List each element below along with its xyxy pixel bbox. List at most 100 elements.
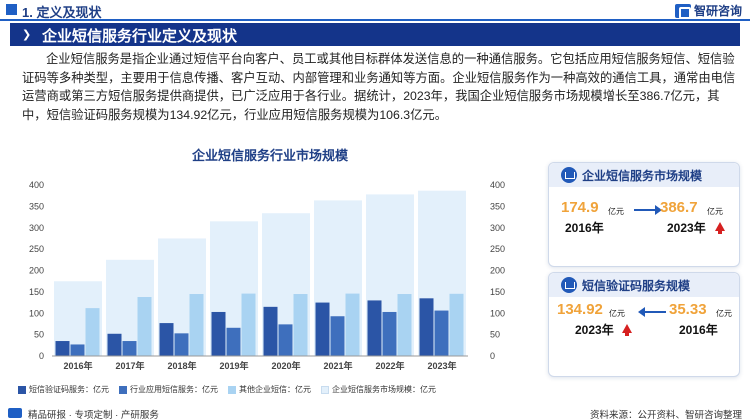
legend-label: 短信验证码服务：亿元	[29, 385, 109, 394]
section-marker	[6, 4, 17, 15]
card-header: 短信验证码服务规模	[549, 273, 739, 297]
unit-2023: 亿元	[609, 309, 625, 318]
footer-source: 资料来源：公开资料、智研咨询整理	[589, 410, 742, 420]
brand: 智研咨询	[674, 2, 742, 19]
legend-swatch	[18, 385, 26, 394]
series-0-bar	[107, 333, 122, 356]
brand-logo-icon	[674, 3, 691, 19]
y-right-tick-label: 150	[490, 287, 505, 297]
series-0-bar	[55, 341, 70, 356]
arrow-up-icon	[622, 324, 632, 336]
year-start: 2016年	[565, 221, 604, 235]
series-0-bar	[315, 302, 330, 356]
series-2-bar	[241, 293, 256, 356]
value-2023: 134.92	[557, 301, 603, 318]
y-left-tick-label: 150	[29, 287, 44, 297]
series-0-bar	[263, 306, 278, 356]
year-end: 2023年	[667, 221, 706, 235]
x-tick-label: 2019年	[219, 360, 248, 371]
x-tick-label: 2022年	[375, 360, 404, 371]
brand-name: 智研咨询	[693, 4, 742, 18]
series-0-bar	[419, 298, 434, 356]
legend-item-industry: 行业应用短信服务：亿元	[119, 384, 218, 395]
market-size-card: 企业短信服务市场规模 174.9 亿元 2016年 386.7 亿元 2023年	[548, 162, 740, 267]
x-tick-label: 2021年	[323, 360, 352, 371]
series-2-bar	[189, 294, 204, 356]
card-title: 短信验证码服务规模	[582, 279, 691, 293]
footer-tagline: 精品研报 · 专项定制 · 产研服务	[28, 410, 159, 420]
y-left-tick-label: 100	[29, 308, 44, 318]
chart-icon	[561, 167, 577, 183]
unit-end: 亿元	[707, 207, 723, 216]
series-2-bar	[345, 293, 360, 356]
value-end: 386.7	[660, 199, 698, 216]
footer: 精品研报 · 专项定制 · 产研服务 资料来源：公开资料、智研咨询整理	[0, 405, 750, 420]
year-2023: 2023年	[575, 323, 614, 337]
legend-label: 其他企业短信：亿元	[239, 385, 311, 394]
series-1-bar	[122, 341, 137, 356]
series-2-bar	[85, 308, 100, 356]
y-left-tick-label: 250	[29, 244, 44, 254]
legend-swatch	[119, 385, 127, 394]
header-divider	[0, 19, 750, 21]
legend-label: 企业短信服务市场规模：亿元	[332, 385, 436, 394]
x-tick-label: 2016年	[63, 360, 92, 371]
y-right-tick-label: 300	[490, 223, 505, 233]
x-tick-label: 2020年	[271, 360, 300, 371]
card-title: 企业短信服务市场规模	[582, 169, 703, 183]
arrow-right-icon	[634, 205, 662, 215]
series-0-bar	[211, 311, 226, 356]
section-title: 1. 定义及现状	[22, 5, 102, 20]
y-right-tick-label: 350	[490, 201, 505, 211]
chart-title: 企业短信服务行业市场规模	[191, 148, 348, 163]
series-1-bar	[70, 344, 85, 356]
legend-swatch	[321, 385, 329, 394]
top-bar: 1. 定义及现状 智研咨询	[0, 0, 750, 22]
series-1-bar	[226, 327, 241, 356]
series-2-bar	[397, 294, 412, 356]
y-right-tick-label: 400	[490, 180, 505, 190]
arrow-left-icon	[638, 307, 666, 317]
legend-label: 行业应用短信服务：亿元	[130, 385, 218, 394]
series-1-bar	[278, 324, 293, 356]
legend-swatch	[228, 385, 236, 394]
legend-item-other: 其他企业短信：亿元	[228, 384, 311, 395]
series-2-bar	[293, 294, 308, 356]
chevron-right-icon: ❯	[22, 29, 32, 41]
unit-start: 亿元	[608, 207, 624, 216]
intro-paragraph: 企业短信服务是指企业通过短信平台向客户、员工或其他目标群体发送信息的一种通信服务…	[22, 52, 736, 122]
y-left-tick-label: 350	[29, 201, 44, 211]
bar-chart: 0 50 100 150 200 250 300 350 400 0 50 100 150 200 250 3…	[29, 180, 505, 371]
card-header: 企业短信服务市场规模	[549, 163, 739, 187]
legend-item-market: 企业短信服务市场规模：亿元	[321, 384, 436, 395]
series-2-bar	[137, 297, 152, 356]
page-title: 企业短信服务行业定义及现状	[42, 28, 238, 45]
x-tick-label: 2017年	[115, 360, 144, 371]
series-2-bar	[449, 293, 464, 356]
y-left-tick-label: 200	[29, 266, 44, 276]
series-1-bar	[434, 310, 449, 356]
arrow-up-icon	[715, 222, 725, 234]
y-left-tick-label: 50	[34, 330, 44, 340]
footer-logo-icon	[8, 408, 22, 418]
series-1-bar	[330, 316, 345, 356]
legend-item-verify: 短信验证码服务：亿元	[18, 384, 109, 395]
y-right-tick-label: 250	[490, 244, 505, 254]
y-left-tick-label: 0	[39, 351, 44, 361]
y-right-tick-label: 200	[490, 266, 505, 276]
chart-legend: 短信验证码服务：亿元 行业应用短信服务：亿元 其他企业短信：亿元 企业短信服务市…	[18, 384, 436, 395]
series-1-bar	[382, 311, 397, 356]
y-right-tick-label: 100	[490, 308, 505, 318]
page-banner: ❯ 企业短信服务行业定义及现状	[10, 23, 740, 46]
x-tick-label: 2018年	[167, 360, 196, 371]
chart-icon	[561, 277, 577, 293]
value-start: 174.9	[561, 199, 599, 216]
y-left-tick-label: 300	[29, 223, 44, 233]
year-2016: 2016年	[679, 323, 718, 337]
series-0-bar	[159, 323, 174, 356]
verify-size-card: 短信验证码服务规模 134.92 亿元 2023年 35.33 亿元 2016年	[548, 272, 740, 377]
y-right-tick-label: 0	[490, 351, 495, 361]
x-tick-label: 2023年	[427, 360, 456, 371]
y-left-tick-label: 400	[29, 180, 44, 190]
series-0-bar	[367, 300, 382, 356]
